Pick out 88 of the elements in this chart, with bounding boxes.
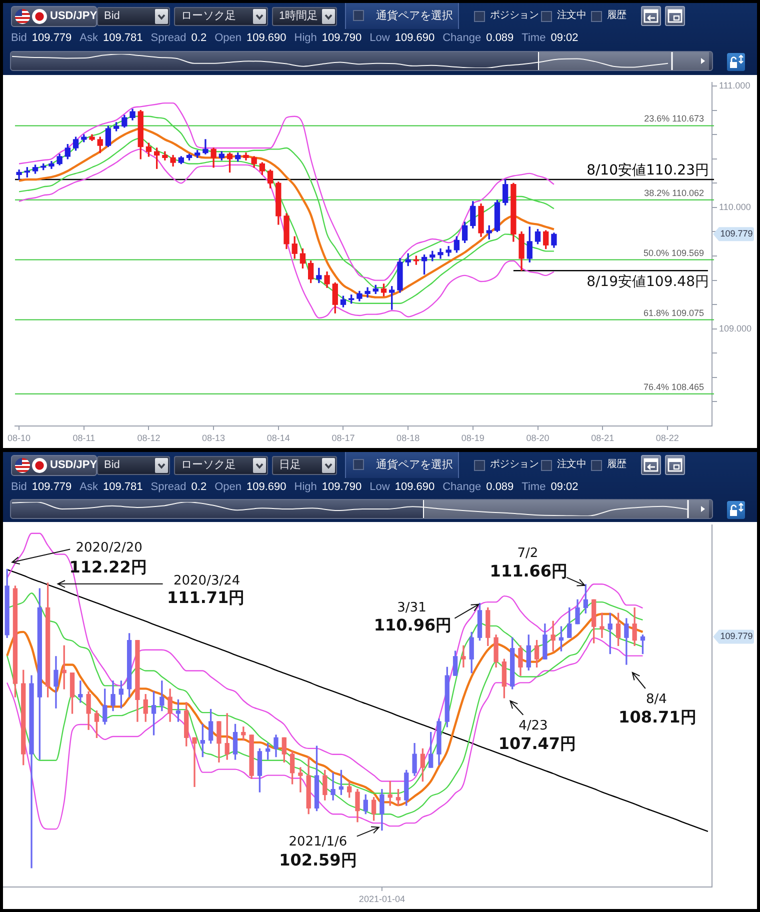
text: 0.089 (486, 31, 514, 45)
button: 通貨ペアを選択 (345, 452, 459, 478)
x-tick-label: 08-18 (396, 432, 420, 443)
ref-line-label: 38.2% 110.062 (644, 188, 704, 198)
x-tick-label: 08-22 (656, 432, 679, 443)
text: Low (370, 31, 390, 45)
x-tick-label: 08-12 (137, 432, 160, 443)
dropdown: 1時間足 (272, 7, 337, 26)
annotation: 8/19安値109.48円 (586, 274, 709, 290)
dropdown: 日足 (272, 456, 337, 475)
x-tick-label: 08-13 (202, 432, 226, 443)
text: Bid (11, 480, 27, 494)
text: 109.779 (720, 228, 753, 239)
text: 注文中 (557, 458, 586, 472)
y-tick-label: 110.000 (719, 202, 751, 212)
text: 109.779 (720, 631, 753, 642)
text: 09:02 (550, 31, 578, 45)
annotation: 8/4 (646, 692, 667, 707)
x-tick-label: 08-20 (526, 432, 550, 443)
text: ポジション (490, 9, 539, 23)
y-tick-label: 111.000 (719, 80, 750, 91)
x-tick-label: 08-14 (266, 432, 290, 443)
ref-line-label: 8/10安値110.23円 (586, 162, 709, 179)
text: High (294, 31, 317, 45)
text: Time (522, 480, 546, 494)
x-tick-label: 08-19 (461, 432, 484, 443)
text: Ask (80, 31, 98, 45)
annotation: 2020/3/24 (173, 573, 240, 588)
annotation: 111.66円 (490, 562, 568, 581)
text: 履歴 (607, 458, 626, 472)
text: 109.690 (246, 31, 286, 45)
dropdown: Bid (97, 7, 170, 26)
ref-line-label: 61.8% 109.075 (643, 308, 704, 318)
text: 0.089 (486, 480, 514, 494)
text: Ask (80, 480, 98, 494)
text: Open (214, 480, 242, 494)
text: 109.779 (32, 31, 72, 45)
annotation: 2021/1/6 (288, 834, 348, 850)
text: 履歴 (607, 9, 626, 23)
x-tick-label: 08-17 (332, 432, 355, 443)
text: 109.781 (103, 31, 143, 45)
text: 2020/2/20 (76, 540, 142, 556)
dropdown: ローソク足 (174, 7, 268, 26)
button: 通貨ペアを選択 (345, 3, 459, 29)
dropdown: Bid (97, 456, 170, 475)
text: High (294, 480, 317, 494)
text: 注文中 (557, 9, 586, 23)
text: 09:02 (550, 480, 578, 494)
text: Open (214, 31, 242, 45)
chart-title: USD/JPY (50, 9, 98, 24)
annotation: 4/23 (518, 718, 548, 734)
annotation: 108.71円 (618, 708, 696, 727)
text: Low (370, 480, 390, 494)
text: 109.779 (32, 480, 72, 494)
annotation: 107.47円 (498, 734, 576, 754)
annotation: 112.22円 (69, 557, 147, 576)
text: 109.690 (394, 480, 435, 494)
text: Spread (150, 31, 186, 45)
x-tick-label: 08-11 (72, 432, 96, 443)
y-tick-label: 109.000 (719, 323, 752, 334)
text: Bid (11, 31, 27, 45)
button: USD/JPY (11, 6, 97, 27)
text: 0.2 (191, 480, 207, 494)
dropdown: ローソク足 (174, 456, 268, 475)
text: 109.790 (322, 31, 362, 45)
text: 109.690 (394, 31, 435, 45)
text: 2021-01-04 (358, 894, 405, 904)
ref-line-label: 76.4% 108.465 (643, 382, 704, 392)
text: Change (442, 480, 482, 494)
annotation: 110.96円 (374, 615, 452, 634)
text: 109.690 (246, 480, 286, 494)
annotation: 111.71円 (166, 588, 245, 608)
text: Change (442, 31, 482, 45)
text: 7/2 (517, 546, 538, 561)
text: Spread (150, 480, 186, 494)
text: 109.781 (103, 480, 143, 494)
text: ポジション (490, 458, 539, 472)
ref-line-label: 23.6% 110.673 (644, 114, 704, 124)
button: USD/JPY (11, 455, 97, 476)
annotation: 3/31 (397, 600, 426, 616)
chart-title: USD/JPY (50, 458, 98, 473)
text: 0.2 (191, 31, 207, 45)
x-tick-label: 08-10 (8, 432, 31, 443)
ref-line-label: 50.0% 109.569 (643, 248, 704, 258)
text: Time (522, 31, 546, 45)
text: 109.790 (322, 480, 362, 494)
annotation: 102.59円 (279, 850, 357, 870)
x-tick-label: 08-21 (591, 432, 614, 443)
